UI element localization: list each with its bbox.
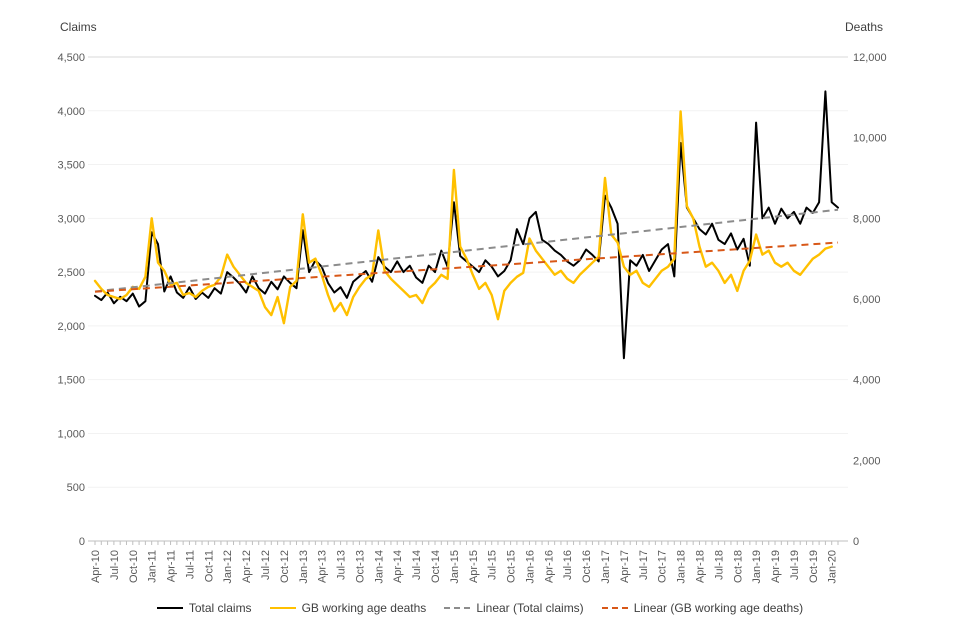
x-axis-tick-label: Jan-14	[373, 550, 385, 584]
x-axis-tick-label: Apr-19	[770, 550, 782, 583]
left-axis-tick-label: 3,500	[57, 160, 85, 172]
right-axis-title: Deaths	[845, 20, 884, 34]
right-axis-tick-label: 12,000	[853, 52, 887, 64]
x-axis-tick-label: Oct-10	[128, 550, 140, 583]
legend-item-linear-total-claims: Linear (Total claims)	[444, 601, 584, 615]
x-axis-tick-label: Apr-17	[619, 550, 631, 583]
left-axis-tick-label: 1,500	[57, 375, 85, 387]
trendline-total-claims	[94, 208, 839, 293]
legend-label-linear-gb-working-age-deaths: Linear (GB working age deaths)	[633, 601, 804, 615]
x-axis-tick-label: Apr-18	[694, 550, 706, 583]
x-axis-tick-label: Oct-17	[657, 550, 669, 583]
left-axis-tick-label: 4,000	[57, 106, 85, 118]
x-axis-tick-label: Oct-13	[354, 550, 366, 583]
x-axis-tick-label: Jul-19	[789, 550, 801, 580]
left-axis-tick-label: 2,000	[57, 321, 85, 333]
x-axis-tick-label: Apr-10	[90, 550, 102, 583]
right-axis-tick-label: 4,000	[853, 375, 881, 387]
legend-item-linear-gb-working-age-deaths: Linear (GB working age deaths)	[601, 601, 804, 615]
legend-item-gb-working-age-deaths: GB working age deaths	[269, 601, 427, 615]
left-axis-tick-label: 1,000	[57, 428, 85, 440]
left-axis-tick-label: 3,000	[57, 213, 85, 225]
x-axis-tick-label: Jul-17	[638, 550, 650, 580]
x-axis-tick-label: Jan-11	[147, 550, 159, 583]
right-axis-tick-label: 6,000	[853, 294, 881, 306]
x-axis-tick-label: Jul-16	[562, 550, 574, 580]
x-axis-tick-label: Apr-12	[241, 550, 253, 583]
x-axis-tick-label: Jul-10	[109, 550, 121, 580]
linear-total-claims-dashed-line-icon	[444, 607, 471, 609]
legend-label-total-claims: Total claims	[188, 601, 252, 615]
legend-label-gb-working-age-deaths: GB working age deaths	[301, 601, 427, 615]
x-axis-tick-label: Jan-19	[751, 550, 763, 584]
x-axis-tick-label: Apr-13	[317, 550, 329, 583]
x-axis-tick-label: Jan-13	[298, 550, 310, 584]
total-claims-line-icon	[156, 607, 183, 609]
right-axis-tick-label: 2,000	[853, 455, 881, 467]
right-axis-tick-label: 8,000	[853, 213, 881, 225]
series-line-total-claims	[94, 90, 839, 360]
x-axis-tick-label: Jan-15	[449, 550, 461, 584]
x-axis-tick-label: Apr-11	[166, 550, 178, 582]
x-axis-tick-label: Oct-11	[203, 550, 215, 582]
x-axis-tick-label: Jan-17	[600, 550, 612, 584]
x-axis-tick-label: Apr-16	[543, 550, 555, 583]
legend-label-linear-total-claims: Linear (Total claims)	[476, 601, 584, 615]
left-axis-tick-label: 2,500	[57, 267, 85, 279]
series-line-gb-working-age-deaths	[93, 110, 833, 325]
x-axis-tick-label: Jul-12	[260, 550, 272, 580]
x-axis-tick-label: Oct-19	[808, 550, 820, 583]
x-axis-tick-label: Jul-18	[713, 550, 725, 580]
chart-canvas: 0 500 1,000 1,500 2,000 2,500 3,000 3,500 4,000 4…	[57, 52, 887, 584]
x-axis-tick-label: Oct-15	[506, 550, 518, 583]
x-axis-tick-label: Jan-18	[676, 550, 688, 584]
left-axis-tick-label: 500	[67, 482, 85, 494]
x-axis-tick-label: Apr-15	[468, 550, 480, 583]
left-axis-tick-label: 0	[79, 536, 85, 548]
right-axis-tick-label: 10,000	[853, 133, 887, 145]
left-axis-title: Claims	[60, 20, 97, 34]
x-axis-tick-label: Jul-14	[411, 550, 423, 580]
x-axis-tick-label: Jan-12	[222, 550, 234, 584]
right-axis-tick-label: 0	[853, 536, 859, 548]
linear-gb-working-age-deaths-dashed-line-icon	[601, 607, 628, 609]
x-axis-tick-label: Jan-16	[524, 550, 536, 584]
x-axis-tick-label: Oct-14	[430, 550, 442, 583]
chart-legend: Total claims GB working age deaths Linea…	[0, 601, 960, 615]
gb-working-age-deaths-line-icon	[269, 607, 296, 609]
left-axis-tick-label: 4,500	[57, 52, 85, 64]
x-axis-tick-label: Jul-11	[184, 550, 196, 579]
trendline-gb-working-age-deaths	[94, 241, 839, 293]
x-axis-tick-label: Jul-15	[487, 550, 499, 580]
x-axis-tick-label: Oct-18	[732, 550, 744, 583]
x-axis-tick-label: Jul-13	[336, 550, 348, 580]
x-axis-tick-label: Oct-12	[279, 550, 291, 583]
x-axis-tick-label: Oct-16	[581, 550, 593, 583]
x-axis-tick-label: Apr-14	[392, 550, 404, 583]
legend-item-total-claims: Total claims	[156, 601, 252, 615]
x-axis-tick-label: Jan-20	[827, 550, 839, 584]
